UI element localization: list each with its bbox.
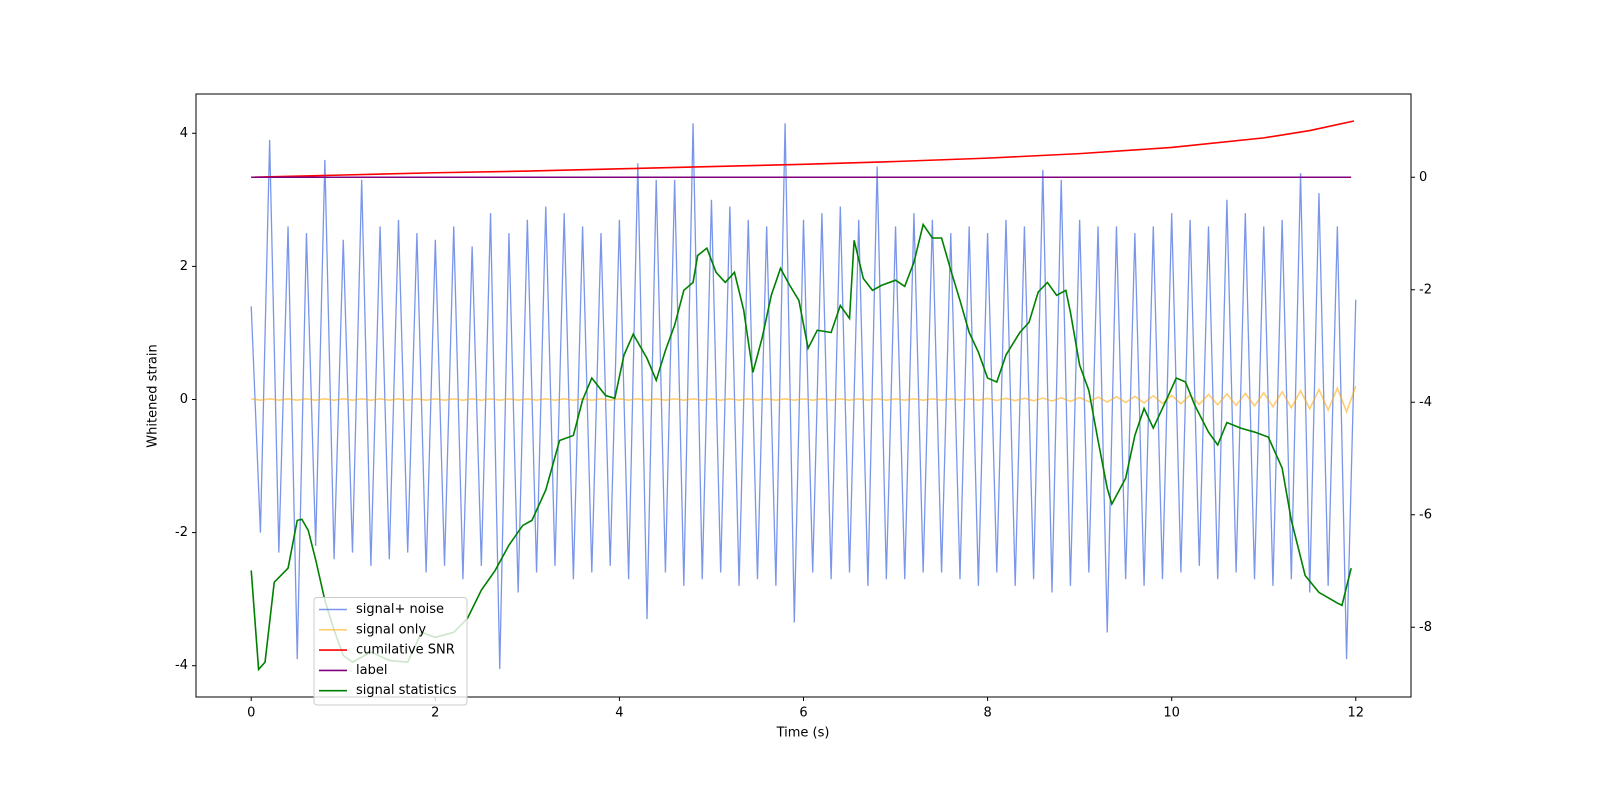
y-tick-label: 2 <box>180 259 188 274</box>
y2-tick-label: -2 <box>1419 282 1432 297</box>
data-line <box>250 123 1357 670</box>
y2-tick-label: -4 <box>1419 395 1432 410</box>
y2-tick-label: 0 <box>1419 170 1427 185</box>
legend-label: cumilative SNR <box>356 643 455 658</box>
x-tick-label: 8 <box>983 706 991 721</box>
y-axis-label: Whitened strain <box>146 344 161 447</box>
x-tick-label: 2 <box>431 706 439 721</box>
legend-box <box>313 597 468 706</box>
y-tick-label: 4 <box>180 126 188 141</box>
legend-label: signal statistics <box>356 683 457 698</box>
y-tick-label: -2 <box>175 525 188 540</box>
y-tick-label: 0 <box>180 392 188 407</box>
y2-tick-label: -6 <box>1419 507 1432 522</box>
x-tick-label: 0 <box>247 706 255 721</box>
x-axis-label: Time (s) <box>776 726 830 741</box>
y2-tick-label: -8 <box>1419 620 1432 635</box>
x-tick-label: 12 <box>1347 706 1364 721</box>
y-tick-label: -4 <box>175 658 188 673</box>
legend-label: label <box>356 663 387 678</box>
x-tick-label: 4 <box>615 706 623 721</box>
x-tick-label: 10 <box>1163 706 1180 721</box>
data-line <box>251 120 1355 179</box>
legend-label: signal+ noise <box>356 602 444 617</box>
legend-label: signal only <box>356 622 426 637</box>
x-tick-label: 6 <box>799 706 807 721</box>
data-line <box>251 385 1357 415</box>
